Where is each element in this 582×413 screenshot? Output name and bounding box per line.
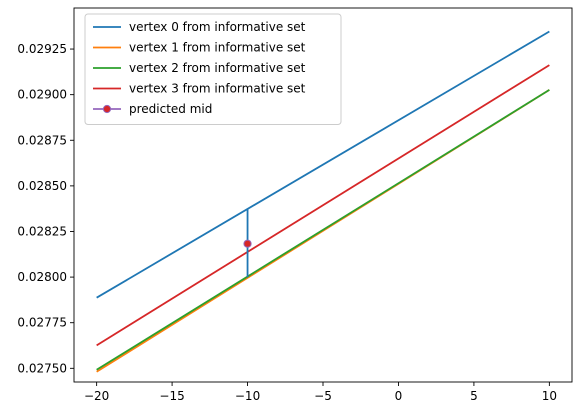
legend-label: vertex 2 from informative set xyxy=(129,61,306,75)
y-tick-label: 0.02775 xyxy=(17,316,67,330)
x-tick-label: −10 xyxy=(235,389,260,403)
x-tick-label: 10 xyxy=(542,389,557,403)
legend: vertex 0 from informative set vertex 1 fr… xyxy=(84,13,342,125)
legend-label: predicted mid xyxy=(129,102,212,116)
y-tick-label: 0.02750 xyxy=(17,361,67,375)
y-tick-label: 0.02900 xyxy=(17,88,67,102)
legend-label: vertex 1 from informative set xyxy=(129,41,306,55)
predicted-mid-point xyxy=(243,239,252,248)
x-tick-label: −5 xyxy=(314,389,332,403)
y-tick-label: 0.02875 xyxy=(17,133,67,147)
y-tick-label: 0.02850 xyxy=(17,179,67,193)
y-tick-label: 0.02825 xyxy=(17,224,67,238)
legend-label: vertex 3 from informative set xyxy=(129,82,306,96)
series-line-vertex-2 xyxy=(96,89,550,371)
legend-marker xyxy=(102,104,112,114)
legend-label: vertex 0 from informative set xyxy=(129,20,306,34)
x-tick-label: 5 xyxy=(470,389,478,403)
series-line-vertex-0 xyxy=(96,30,550,299)
plot-marks xyxy=(96,30,550,373)
y-tick-label: 0.02925 xyxy=(17,42,67,56)
y-tick-label: 0.02800 xyxy=(17,270,67,284)
x-tick-label: 0 xyxy=(395,389,403,403)
series-line-vertex-3 xyxy=(96,64,550,347)
x-tick-label: −20 xyxy=(84,389,109,403)
x-tick-label: −15 xyxy=(159,389,184,403)
legend-box xyxy=(84,13,342,125)
axes-group: −20 −15 −10 −5 0 5 10 0.02750 0.02775 0.02800 0.02… xyxy=(17,7,573,403)
